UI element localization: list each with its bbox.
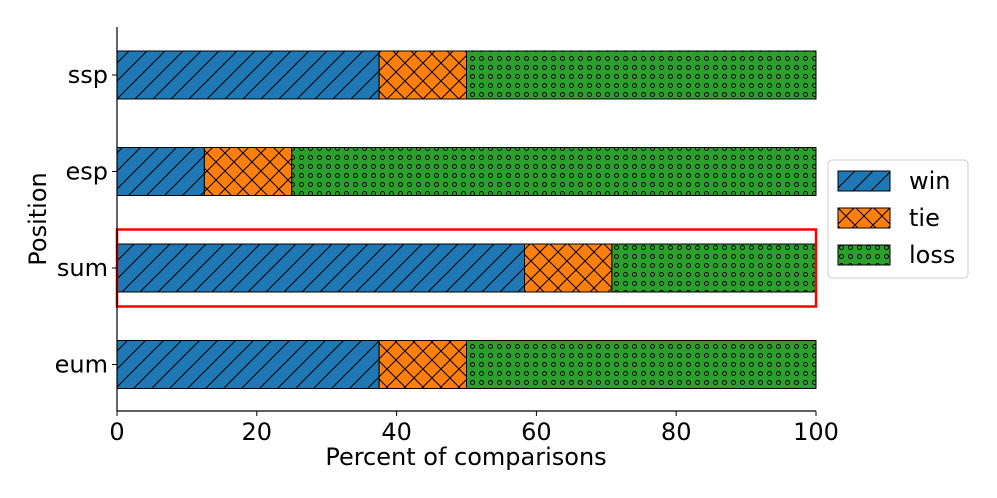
bar-sum-win — [116, 243, 526, 293]
x-axis-label: Percent of comparisons — [325, 443, 606, 471]
x-tick-label-40: 40 — [381, 418, 412, 446]
bar-sum-tie — [524, 243, 613, 293]
legend-label-tie: tie — [909, 204, 940, 232]
y-tick-label-esp: esp — [65, 158, 108, 186]
y-tick-label-eum: eum — [55, 351, 108, 379]
legend-label-loss: loss — [909, 241, 955, 269]
x-tick-label-0: 0 — [109, 418, 124, 446]
y-axis-label: Position — [24, 172, 52, 265]
bar-ssp-win — [116, 50, 380, 100]
y-ticks: ssp esp sum eum — [55, 61, 117, 379]
y-tick-label-ssp: ssp — [68, 61, 108, 89]
bar-ssp-tie — [378, 50, 467, 100]
bars-layer — [115, 50, 818, 389]
x-ticks: 0 20 40 60 80 100 — [109, 411, 839, 446]
x-tick-label-100: 100 — [793, 418, 839, 446]
bar-ssp-loss — [466, 50, 817, 100]
x-tick-label-80: 80 — [661, 418, 692, 446]
legend-swatch-win — [837, 170, 891, 192]
legend-swatch-tie — [837, 207, 891, 229]
bar-esp-tie — [203, 147, 293, 196]
bar-sum-loss — [611, 243, 817, 293]
legend-swatch-loss — [837, 244, 891, 266]
bar-eum-tie — [378, 340, 467, 389]
x-tick-label-60: 60 — [521, 418, 552, 446]
bar-esp-loss — [291, 147, 817, 196]
y-tick-label-sum: sum — [57, 254, 108, 282]
legend: win tie loss — [827, 159, 969, 279]
bar-eum-loss — [466, 340, 817, 389]
bar-eum-win — [116, 340, 380, 389]
bar-esp-win — [116, 147, 205, 196]
legend-label-win: win — [909, 167, 951, 195]
x-tick-label-20: 20 — [242, 418, 273, 446]
